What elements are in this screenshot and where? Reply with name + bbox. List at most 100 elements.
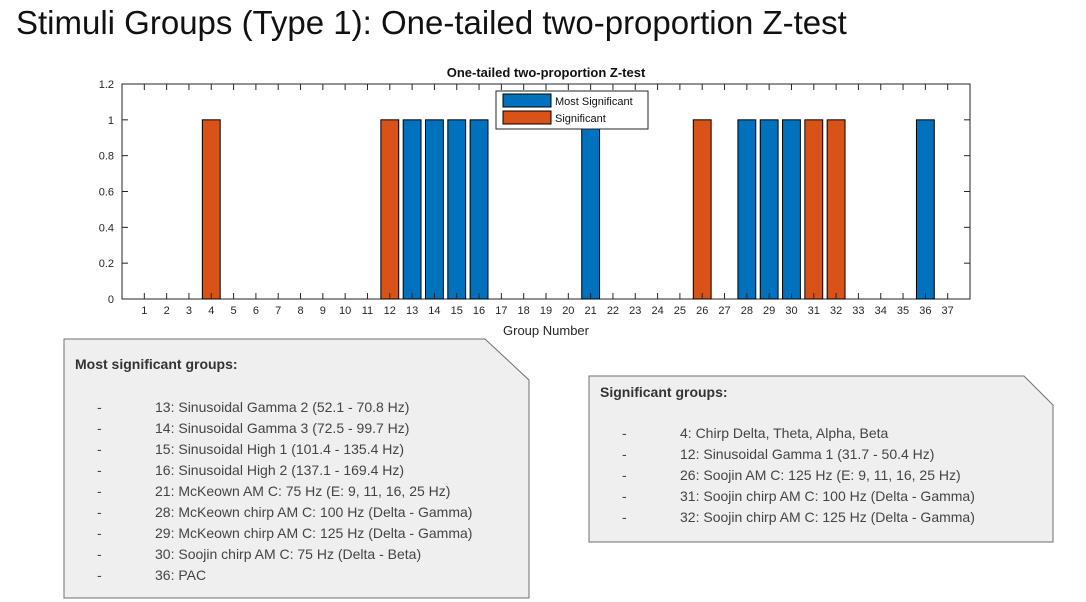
list-item: - 12: Sinusoidal Gamma 1 (31.7 - 50.4 Hz) [622, 444, 934, 465]
bullet-dash: - [622, 446, 627, 462]
list-item: - 30: Soojin chirp AM C: 75 Hz (Delta - B… [97, 544, 421, 565]
bar-most-significant-21 [581, 119, 601, 300]
y-tick-label: 0.4 [99, 222, 114, 234]
y-tick-label: 1.2 [99, 79, 114, 91]
x-tick-label: 36 [919, 305, 931, 317]
legend-swatch-significant [502, 110, 552, 125]
x-tick-label: 22 [607, 305, 619, 317]
bar-significant-32 [826, 119, 846, 300]
x-tick-label: 30 [785, 305, 797, 317]
x-tick-label: 34 [875, 305, 887, 317]
x-tick-label: 28 [741, 305, 753, 317]
bullet-dash: - [622, 425, 627, 441]
bullet-dash: - [97, 462, 102, 478]
x-tick-label: 5 [231, 305, 237, 317]
bar-most-significant-16 [469, 119, 489, 300]
bar-significant-31 [804, 119, 824, 300]
x-tick-label: 35 [897, 305, 909, 317]
list-item: - 32: Soojin chirp AM C: 125 Hz (Delta - … [622, 507, 975, 528]
x-tick-label: 4 [208, 305, 214, 317]
x-tick-label: 21 [585, 305, 597, 317]
bullet-dash: - [622, 467, 627, 483]
bullet-dash: - [97, 525, 102, 541]
most-callout-heading: Most significant groups: [75, 356, 238, 372]
bullet-dash: - [97, 546, 102, 562]
y-tick-label: 0.8 [99, 151, 114, 163]
x-tick-label: 11 [362, 305, 373, 317]
list-item-text: 13: Sinusoidal Gamma 2 (52.1 - 70.8 Hz) [155, 399, 410, 415]
x-tick-label: 20 [562, 305, 574, 317]
legend-swatch-most-significant [502, 93, 552, 108]
x-tick-label: 26 [696, 305, 708, 317]
list-item-text: 21: McKeown AM C: 75 Hz (E: 9, 11, 16, 2… [155, 483, 451, 499]
bar-most-significant-36 [915, 119, 935, 300]
most-callout-list: - 13: Sinusoidal Gamma 2 (52.1 - 70.8 Hz)… [97, 397, 472, 586]
list-item-text: 32: Soojin chirp AM C: 125 Hz (Delta - G… [680, 509, 975, 525]
legend-label-significant: Significant [555, 113, 606, 125]
x-tick-label: 33 [852, 305, 864, 317]
legend-label-most-significant: Most Significant [555, 96, 633, 108]
x-tick-label: 18 [518, 305, 530, 317]
x-tick-label: 6 [253, 305, 259, 317]
x-tick-label: 19 [540, 305, 552, 317]
list-item: - 29: McKeown chirp AM C: 125 Hz (Delta -… [97, 523, 472, 544]
bullet-dash: - [97, 399, 102, 415]
bar-most-significant-13 [402, 119, 422, 300]
bullet-dash: - [622, 488, 627, 504]
x-axis-label: Group Number [503, 323, 590, 338]
bar-most-significant-28 [737, 119, 757, 300]
x-tick-label: 17 [495, 305, 507, 317]
x-tick-label: 29 [763, 305, 775, 317]
y-tick-label: 0.2 [99, 258, 114, 270]
x-tick-label: 16 [473, 305, 485, 317]
list-item: - 26: Soojin AM C: 125 Hz (E: 9, 11, 16, … [622, 465, 961, 486]
list-item-text: 12: Sinusoidal Gamma 1 (31.7 - 50.4 Hz) [680, 446, 935, 462]
x-tick-label: 1 [141, 305, 147, 317]
x-tick-label: 15 [451, 305, 463, 317]
x-tick-label: 10 [339, 305, 351, 317]
significant-callout-heading: Significant groups: [600, 384, 728, 400]
most-significant-callout: Most significant groups: - 13: Sinusoidal… [63, 338, 531, 600]
list-item-text: 14: Sinusoidal Gamma 3 (72.5 - 99.7 Hz) [155, 420, 410, 436]
bullet-dash: - [97, 567, 102, 583]
significant-callout: Significant groups: - 4: Chirp Delta, The… [588, 375, 1056, 544]
list-item-text: 4: Chirp Delta, Theta, Alpha, Beta [680, 425, 889, 441]
list-item-text: 26: Soojin AM C: 125 Hz (E: 9, 11, 16, 2… [680, 467, 961, 483]
y-tick-label: 0.6 [99, 187, 114, 199]
bar-significant-12 [380, 119, 400, 300]
list-item-text: 29: McKeown chirp AM C: 125 Hz (Delta - … [155, 525, 473, 541]
list-item: - 4: Chirp Delta, Theta, Alpha, Beta [622, 423, 888, 444]
bullet-dash: - [622, 509, 627, 525]
bar-significant-4 [201, 119, 221, 300]
bar-most-significant-30 [782, 119, 801, 300]
list-item: - 16: Sinusoidal High 2 (137.1 - 169.4 Hz… [97, 460, 404, 481]
x-tick-label: 23 [629, 305, 641, 317]
bar-most-significant-14 [424, 119, 444, 300]
bar-most-significant-15 [447, 119, 467, 300]
x-tick-label: 27 [718, 305, 730, 317]
list-item: - 21: McKeown AM C: 75 Hz (E: 9, 11, 16, … [97, 481, 450, 502]
list-item: - 14: Sinusoidal Gamma 3 (72.5 - 99.7 Hz) [97, 418, 409, 439]
list-item-text: 30: Soojin chirp AM C: 75 Hz (Delta - Be… [155, 546, 422, 562]
list-item-text: 16: Sinusoidal High 2 (137.1 - 169.4 Hz) [155, 462, 405, 478]
y-tick-label: 0 [108, 294, 114, 306]
list-item-text: 28: McKeown chirp AM C: 100 Hz (Delta - … [155, 504, 473, 520]
list-item: - 31: Soojin chirp AM C: 100 Hz (Delta - … [622, 486, 975, 507]
most-callout-shape [63, 338, 530, 599]
bar-most-significant-29 [759, 119, 779, 300]
list-item: - 28: McKeown chirp AM C: 100 Hz (Delta -… [97, 502, 472, 523]
x-tick-label: 7 [275, 305, 281, 317]
x-tick-label: 2 [164, 305, 170, 317]
x-tick-label: 31 [808, 305, 820, 317]
bullet-dash: - [97, 504, 102, 520]
bullet-dash: - [97, 441, 102, 457]
x-tick-label: 25 [674, 305, 686, 317]
chart-title: One-tailed two-proportion Z-test [447, 65, 646, 80]
x-tick-label: 37 [942, 305, 954, 317]
list-item-text: 31: Soojin chirp AM C: 100 Hz (Delta - G… [680, 488, 975, 504]
list-item: - 13: Sinusoidal Gamma 2 (52.1 - 70.8 Hz) [97, 397, 409, 418]
x-tick-label: 12 [384, 305, 396, 317]
list-item-text: 15: Sinusoidal High 1 (101.4 - 135.4 Hz) [155, 441, 405, 457]
significant-callout-list: - 4: Chirp Delta, Theta, Alpha, Beta - 12: … [622, 423, 975, 528]
